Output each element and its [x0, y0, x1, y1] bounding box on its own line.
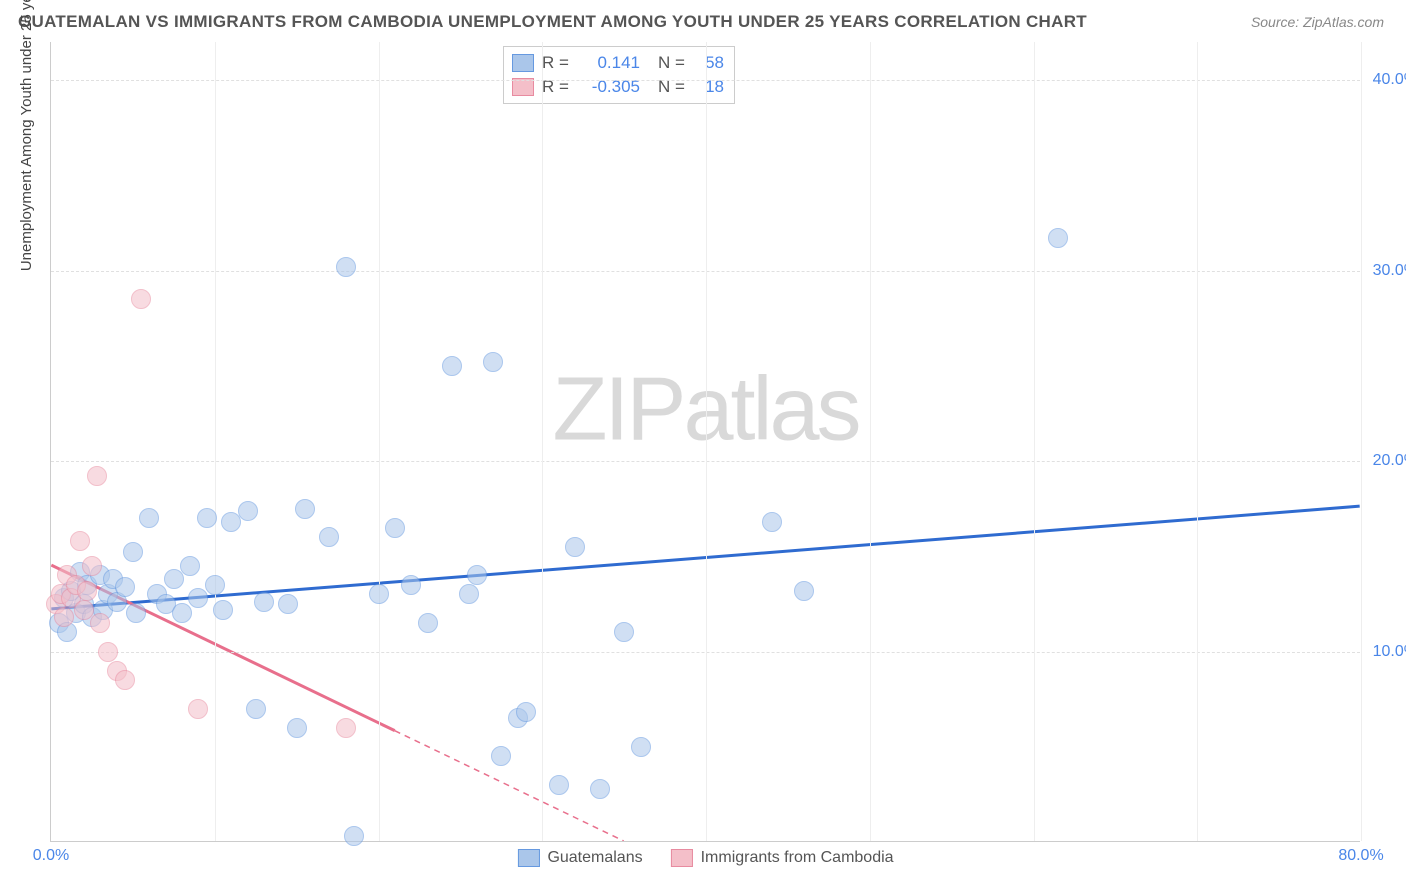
- plot-area: ZIPatlas R =0.141N =58R =-0.305N =18 Gua…: [50, 42, 1360, 842]
- r-value: 0.141: [580, 53, 640, 73]
- gridline-v: [1361, 42, 1362, 841]
- data-point: [278, 594, 298, 614]
- correlation-legend: R = 0.141 N = 58R =-0.305N =18: [503, 46, 735, 104]
- data-point: [385, 518, 405, 538]
- gridline-v: [379, 42, 380, 841]
- data-point: [336, 257, 356, 277]
- data-point: [442, 356, 462, 376]
- data-point: [131, 289, 151, 309]
- chart-title: GUATEMALAN VS IMMIGRANTS FROM CAMBODIA U…: [18, 12, 1087, 32]
- data-point: [491, 746, 511, 766]
- y-tick-label: 40.0%: [1373, 71, 1406, 89]
- data-point: [70, 531, 90, 551]
- n-value: 58: [696, 53, 724, 73]
- data-point: [172, 603, 192, 623]
- corr-legend-row: R =-0.305N =18: [512, 75, 724, 99]
- data-point: [213, 600, 233, 620]
- y-axis-label: Unemployment Among Youth under 25 years: [18, 0, 35, 271]
- data-point: [87, 466, 107, 486]
- data-point: [115, 670, 135, 690]
- legend-swatch: [512, 54, 534, 72]
- gridline-v: [870, 42, 871, 841]
- data-point: [197, 508, 217, 528]
- gridline-v: [1034, 42, 1035, 841]
- x-tick-label: 0.0%: [33, 847, 69, 865]
- data-point: [319, 527, 339, 547]
- data-point: [295, 499, 315, 519]
- data-point: [401, 575, 421, 595]
- data-point: [180, 556, 200, 576]
- legend-item: Immigrants from Cambodia: [671, 849, 894, 867]
- y-tick-label: 20.0%: [1373, 452, 1406, 470]
- y-tick-label: 30.0%: [1373, 262, 1406, 280]
- gridline-v: [706, 42, 707, 841]
- data-point: [98, 642, 118, 662]
- corr-legend-row: R = 0.141 N = 58: [512, 51, 724, 75]
- data-point: [516, 702, 536, 722]
- n-label: N =: [658, 53, 688, 73]
- data-point: [549, 775, 569, 795]
- legend-label: Guatemalans: [547, 849, 642, 867]
- x-tick-label: 80.0%: [1338, 847, 1383, 865]
- data-point: [565, 537, 585, 557]
- data-point: [205, 575, 225, 595]
- data-point: [483, 352, 503, 372]
- y-tick-label: 10.0%: [1373, 643, 1406, 661]
- data-point: [54, 607, 74, 627]
- data-point: [90, 613, 110, 633]
- data-point: [287, 718, 307, 738]
- data-point: [614, 622, 634, 642]
- data-point: [459, 584, 479, 604]
- data-point: [254, 592, 274, 612]
- data-point: [631, 737, 651, 757]
- gridline-v: [542, 42, 543, 841]
- series-legend: Guatemalans Immigrants from Cambodia: [517, 849, 893, 867]
- data-point: [123, 542, 143, 562]
- data-point: [418, 613, 438, 633]
- data-point: [77, 581, 97, 601]
- data-point: [762, 512, 782, 532]
- legend-label: Immigrants from Cambodia: [701, 849, 894, 867]
- data-point: [139, 508, 159, 528]
- legend-swatch: [671, 849, 693, 867]
- r-label: R =: [542, 53, 572, 73]
- data-point: [188, 699, 208, 719]
- gridline-v: [1197, 42, 1198, 841]
- data-point: [467, 565, 487, 585]
- data-point: [82, 556, 102, 576]
- data-point: [238, 501, 258, 521]
- data-point: [344, 826, 364, 846]
- gridline-v: [215, 42, 216, 841]
- legend-item: Guatemalans: [517, 849, 642, 867]
- data-point: [164, 569, 184, 589]
- source-attribution: Source: ZipAtlas.com: [1251, 14, 1384, 30]
- data-point: [590, 779, 610, 799]
- data-point: [336, 718, 356, 738]
- data-point: [115, 577, 135, 597]
- data-point: [246, 699, 266, 719]
- data-point: [126, 603, 146, 623]
- data-point: [794, 581, 814, 601]
- data-point: [369, 584, 389, 604]
- data-point: [1048, 228, 1068, 248]
- legend-swatch: [517, 849, 539, 867]
- data-point: [188, 588, 208, 608]
